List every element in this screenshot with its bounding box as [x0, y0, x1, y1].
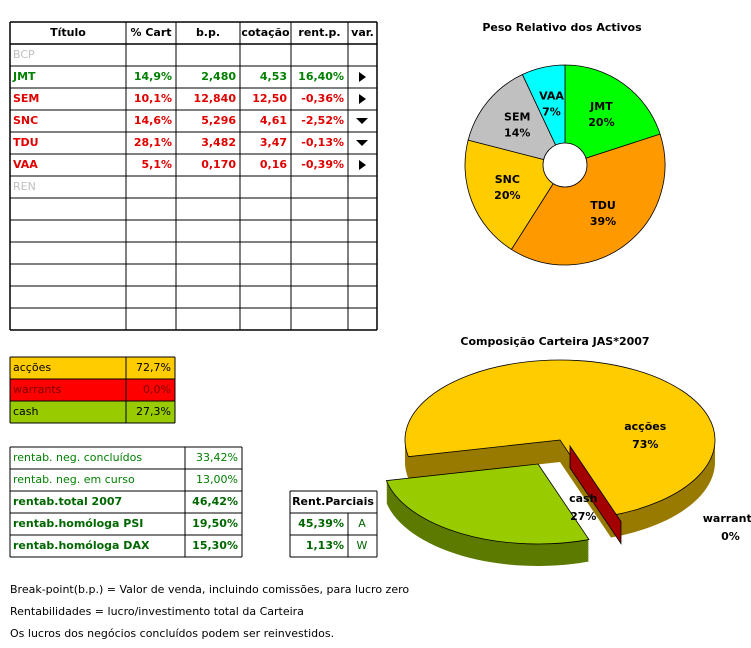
cell-text: Rentabilidades = lucro/investimento tota… [10, 605, 304, 618]
slice-value: 0% [721, 530, 740, 543]
cell-text: 5,296 [201, 114, 236, 127]
slice-value: 73% [632, 438, 658, 451]
cell-text: 0,170 [201, 158, 236, 171]
cell-text: b.p. [196, 26, 220, 39]
cell-text: % Cart [130, 26, 171, 39]
pie-slice [464, 139, 566, 250]
cell-text: var. [351, 26, 374, 39]
cell-text: 27,3% [136, 405, 171, 418]
var-arrow [356, 140, 368, 146]
cell-text: 16,40% [298, 70, 344, 83]
slice-value: 7% [542, 105, 561, 118]
slice-label: SEM [504, 110, 530, 123]
cell-text: TDU [13, 136, 39, 149]
pie-slice [404, 359, 716, 516]
cell-text: 14,9% [134, 70, 172, 83]
cell-fill [10, 379, 175, 401]
slice-value: 14% [504, 126, 530, 139]
donut-hole [542, 142, 588, 188]
cell-text: 13,00% [196, 473, 238, 486]
cell-text: rentab.homóloga DAX [13, 539, 150, 552]
slice-label: JMT [589, 100, 613, 113]
cell-text: 72,7% [136, 361, 171, 374]
cell-text: 2,480 [201, 70, 236, 83]
pie-slice [385, 463, 590, 545]
slice-value: 39% [590, 215, 616, 228]
pie-slice [521, 64, 566, 166]
var-arrow [359, 94, 366, 104]
cell-text: 12,840 [194, 92, 237, 105]
cell-text: 45,39% [298, 517, 344, 530]
cell-text: 4,61 [260, 114, 287, 127]
chart-title: Peso Relativo dos Activos [482, 21, 642, 34]
cell-text: acções [13, 361, 51, 374]
cell-text: REN [13, 180, 36, 193]
cell-text: rent.p. [298, 26, 340, 39]
cell-text: 0,0% [143, 383, 171, 396]
slice-label: cash [569, 492, 597, 505]
chart-title: Composição Carteira JAS*2007 [460, 335, 649, 348]
cell-text: SEM [13, 92, 39, 105]
cell-text: 0,16 [260, 158, 287, 171]
cell-text: 1,13% [306, 539, 344, 552]
cell-text: warrants [13, 383, 62, 396]
cell-text: Rent.Parciais [292, 495, 374, 508]
cell-text: -2,52% [301, 114, 344, 127]
cell-text: Os lucros dos negócios concluídos podem … [10, 627, 334, 640]
cell-text: 10,1% [134, 92, 172, 105]
slice-value: 20% [494, 189, 520, 202]
pie-slice [569, 444, 622, 545]
cell-text: VAA [13, 158, 38, 171]
cell-text: rentab. neg. concluídos [13, 451, 142, 464]
cell-fill [10, 401, 175, 423]
slice-label: TDU [590, 199, 616, 212]
slice-label: VAA [539, 89, 564, 102]
cell-text: rentab.homóloga PSI [13, 517, 143, 530]
slice-label: acções [624, 420, 666, 433]
cell-fill [10, 357, 175, 379]
slice-value: 20% [588, 116, 614, 129]
cell-text: W [357, 539, 368, 552]
cell-text: 46,42% [192, 495, 238, 508]
var-arrow [359, 72, 366, 82]
cell-text: 3,482 [201, 136, 236, 149]
cell-text: BCP [13, 48, 35, 61]
cell-text: -0,13% [301, 136, 344, 149]
cell-text: rentab. neg. em curso [13, 473, 135, 486]
cell-text: Título [50, 26, 86, 39]
cell-text: rentab.total 2007 [13, 495, 122, 508]
cell-text: 28,1% [134, 136, 172, 149]
pie-slice [510, 133, 666, 266]
cell-text: 5,1% [141, 158, 172, 171]
cell-text: 3,47 [260, 136, 287, 149]
cell-text: 19,50% [192, 517, 238, 530]
cell-text: Break-point(b.p.) = Valor de venda, incl… [10, 583, 409, 596]
cell-text: 33,42% [196, 451, 238, 464]
cell-text: A [358, 517, 366, 530]
cell-text: 14,6% [134, 114, 172, 127]
slice-label: SNC [495, 173, 520, 186]
cell-text: JMT [12, 70, 36, 83]
slice-label: warrants [703, 512, 751, 525]
slice-value: 27% [570, 510, 596, 523]
cell-text: 12,50 [252, 92, 287, 105]
cell-text: cotação [241, 26, 290, 39]
cell-text: SNC [13, 114, 38, 127]
var-arrow [359, 160, 366, 170]
cell-text: cash [13, 405, 39, 418]
var-arrow [356, 118, 368, 124]
cell-text: -0,39% [301, 158, 344, 171]
cell-text: 4,53 [260, 70, 287, 83]
cell-text: 15,30% [192, 539, 238, 552]
cell-text: -0,36% [301, 92, 344, 105]
pie-slice [564, 64, 661, 166]
pie-slice [467, 73, 566, 166]
